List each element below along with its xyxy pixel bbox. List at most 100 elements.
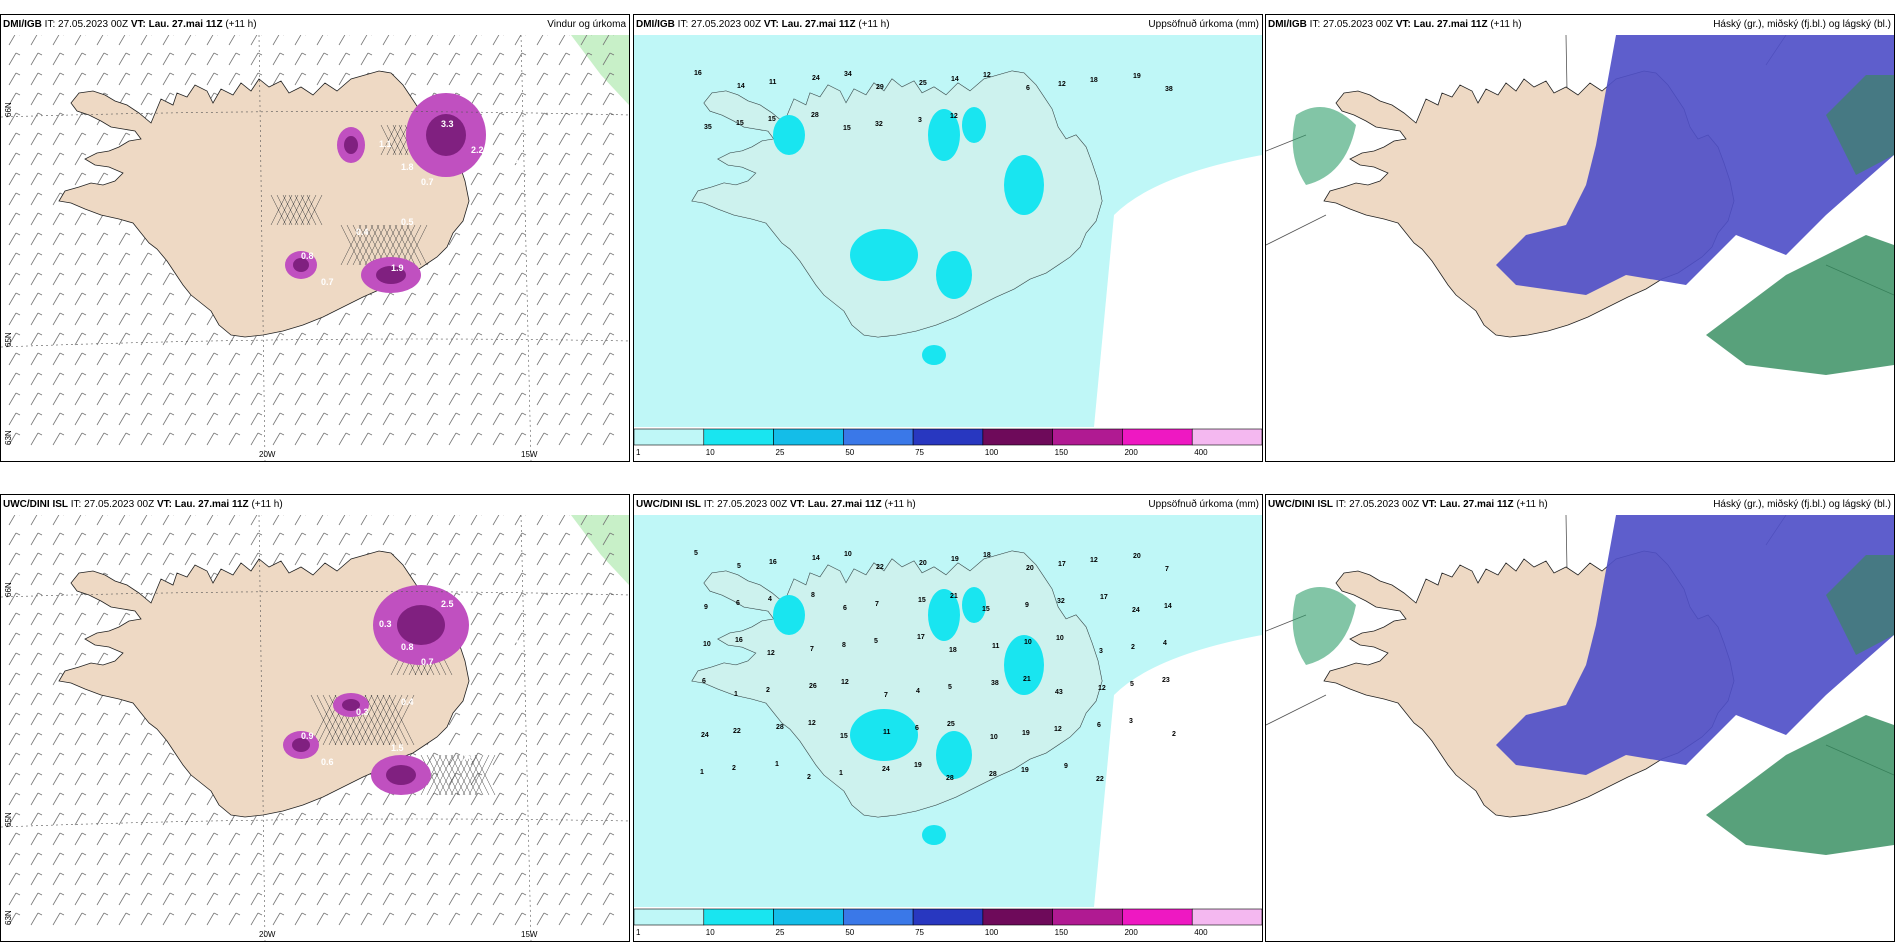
precip-value: 0.5 [401,217,414,227]
precip-value: 0.3 [356,707,369,717]
precip-value: 10 [1024,639,1032,646]
precip-value: 24 [701,732,709,739]
colorbar-tick: 200 [1124,448,1138,457]
precip-value: 10 [703,641,711,648]
precip-value: 24 [882,766,890,773]
precip-value: 1.3 [506,155,519,165]
colorbar-tick: 100 [985,448,999,457]
precip-value: 19 [951,556,959,563]
lon-label: 20W [259,930,276,939]
colorbar-swatch [1191,428,1262,446]
precip-value: 28 [776,724,784,731]
precip-value: 2 [732,765,736,772]
colorbar-swatch [773,428,844,446]
precip-value: 18 [949,647,957,654]
panel-header: UWC/DINI ISL IT: 27.05.2023 00Z VT: Lau.… [1,495,629,515]
valid-time: VT: Lau. 27.mai 11Z [1395,19,1488,30]
model-name: DMI/IGB [3,19,42,30]
valid-time: VT: Lau. 27.mai 11Z [1421,499,1514,510]
colorbar-tick: 1 [636,928,641,937]
colorbar-tick: 400 [1194,928,1208,937]
panel-run-info: DMI/IGB IT: 27.05.2023 00Z VT: Lau. 27.m… [3,19,257,30]
iceland-land [58,550,470,818]
mid-cloud [1826,75,1894,175]
colorbar-tick: 10 [706,928,715,937]
precip-value: 15 [918,597,926,604]
low-cloud [1292,587,1356,665]
precip-value: 17 [1100,594,1108,601]
precip-value: 19 [1022,730,1030,737]
map-cloud [1266,515,1894,941]
valid-time: VT: Lau. 27.mai 11Z [789,499,882,510]
precip-value: 11 [883,729,891,736]
map-panel-precip: UWC/DINI ISL IT: 27.05.2023 00Z VT: Lau.… [633,494,1263,942]
colorbar-swatch [1052,908,1123,926]
precip-value: 24 [812,75,820,82]
precip-value: 0.7 [421,177,434,187]
lat-label: 63N [4,430,13,445]
precip-value: 5 [694,550,698,557]
colorbar-tick: 400 [1194,448,1208,457]
precip-value: 32 [1057,598,1065,605]
precip-value: 1 [775,761,779,768]
precip-value: 12 [1058,81,1066,88]
map-precip: 5516141022201918201712207964867152115932… [634,515,1262,907]
lon-label: 15W [521,450,538,459]
precip-value: 20 [1026,565,1034,572]
model-name: UWC/DINI ISL [1268,499,1333,510]
precip-value: 6 [843,605,847,612]
precip-value: 22 [1096,776,1104,783]
precip-value: 14 [737,83,745,90]
precip-value: 11 [769,79,777,86]
precip-value: 5 [948,684,952,691]
precip-blobs [285,93,486,293]
precip-value: 26 [809,683,817,690]
precip-value: 0.8 [401,642,414,652]
precip-value: 9 [1025,602,1029,609]
precip-value: 1.5 [391,743,404,753]
high-cloud [1496,35,1894,295]
precip-value: 0.4 [356,227,369,237]
colorbar-swatch [634,428,705,446]
precip-value: 3.3 [441,119,454,129]
precip-value: 0.9 [461,273,474,283]
precip-value: 12 [767,650,775,657]
precip-value: 4 [768,596,772,603]
valid-time: VT: Lau. 27.mai 11Z [156,499,249,510]
colorbar-swatch [1191,908,1262,926]
precip-value: 1.1 [511,222,524,232]
precip-value: 3 [1099,648,1103,655]
colorbar-swatch [982,908,1053,926]
precip-value: 4 [916,688,920,695]
precip-shade [571,35,629,105]
map-panel-cloud: DMI/IGB IT: 27.05.2023 00Z VT: Lau. 27.m… [1265,14,1895,462]
precip-value: 15 [768,116,776,123]
precip-value: 2 [807,774,811,781]
precip-blobs [283,585,469,795]
panel-run-info: UWC/DINI ISL IT: 27.05.2023 00Z VT: Lau.… [3,499,283,510]
precip-value: 0.3 [379,619,392,629]
precip-value: 28 [946,775,954,782]
precip-value: 6 [1097,722,1101,729]
panel-header: DMI/IGB IT: 27.05.2023 00Z VT: Lau. 27.m… [1266,15,1894,35]
graticule [1,515,629,941]
precip-value: 6 [1026,85,1030,92]
colorbar-tick: 1 [636,448,641,457]
precip-value: 7 [810,646,814,653]
colorbar-swatch [912,908,984,926]
colorbar-tick: 50 [845,928,854,937]
precip-value: 0.4 [401,697,414,707]
low-cloud [1292,107,1356,185]
lon-label: 20W [259,450,276,459]
lat-label: 63N [4,910,13,925]
colorbar-swatch [634,908,705,926]
colorbar-tick: 150 [1055,448,1069,457]
panel-title: Háský (gr.), miðský (fj.bl.) og lágský (… [1713,499,1891,510]
panel-title: Uppsöfnuð úrkoma (mm) [1148,19,1259,30]
precip-value: 10 [844,551,852,558]
precip-value: 28 [811,112,819,119]
precip-value: 0.9 [301,731,314,741]
precip-value: 20 [919,560,927,567]
colorbar-tick: 75 [915,448,924,457]
precip-value: 28 [989,771,997,778]
